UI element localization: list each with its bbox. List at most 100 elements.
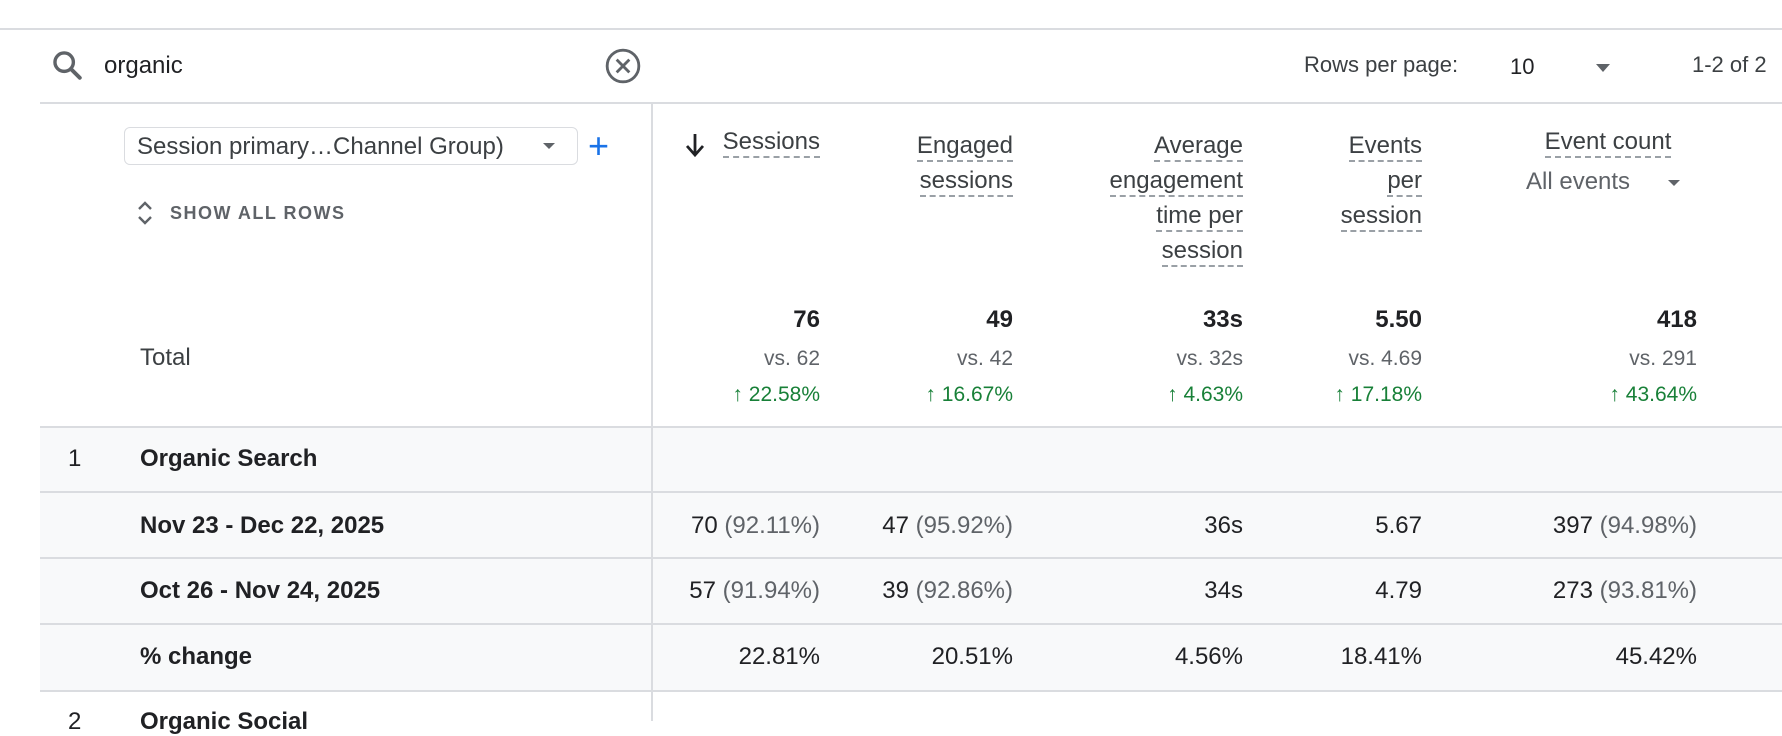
cell-sessions-share: (91.94%) [722, 577, 820, 604]
row-band-period-1 [40, 492, 1782, 558]
row-divider [40, 426, 1782, 428]
column-header-event-count[interactable]: Event count [1520, 128, 1696, 158]
total-events-per-session-change-value: 17.18% [1350, 383, 1422, 406]
cell-engaged-sessions: 47 (95.92%) [850, 512, 1013, 540]
total-events-per-session-change: ↑ 17.18% [1262, 383, 1422, 407]
arrow-up-icon: ↑ [925, 383, 936, 406]
row-divider [40, 623, 1782, 625]
arrow-up-icon: ↑ [732, 383, 743, 406]
total-sessions-change-value: 22.58% [748, 383, 820, 406]
column-header-events-per-session[interactable]: Events per session [1262, 128, 1422, 233]
row-divider [40, 557, 1782, 559]
total-event-count-change: ↑ 43.64% [1480, 383, 1697, 407]
cell-engaged-sessions-share: (92.86%) [915, 577, 1013, 604]
change-avg-engagement: 4.56% [1174, 643, 1243, 670]
cell-sessions-value: 70 [691, 512, 718, 539]
total-avg-engagement-value: 33s [1202, 306, 1243, 333]
cell-sessions: 70 (92.11%) [660, 512, 820, 540]
event-filter-select[interactable]: All events [1524, 168, 1694, 198]
cell-sessions-share: (92.11%) [724, 512, 820, 539]
column-header-label-line: engagement [1109, 167, 1243, 197]
total-engaged-sessions-change-value: 16.67% [941, 383, 1013, 406]
clear-search-icon[interactable] [604, 47, 642, 85]
column-header-sessions-label: Sessions [722, 128, 820, 158]
total-event-count-change-value: 43.64% [1625, 383, 1697, 406]
unfold-icon [138, 201, 152, 225]
column-header-label-line: session [1161, 237, 1243, 267]
arrow-up-icon: ↑ [1167, 383, 1178, 406]
column-header-label-line: sessions [919, 167, 1013, 197]
total-avg-engagement-change-value: 4.63% [1183, 383, 1243, 406]
dimension-selector[interactable]: Session primary…Channel Group) [124, 127, 578, 165]
caret-down-icon [543, 143, 555, 149]
column-header-event-count-label: Event count [1544, 128, 1672, 158]
cell-event-count: 273 (93.81%) [1480, 577, 1697, 605]
rows-per-page-label: Rows per page: [1304, 52, 1459, 77]
column-header-avg-engagement-time[interactable]: Average engagement time per session [1030, 128, 1243, 268]
event-filter-value: All events [1526, 168, 1631, 195]
cell-avg-engagement: 36s [1204, 512, 1243, 539]
total-event-count-value: 418 [1656, 306, 1697, 333]
cell-avg-engagement: 34s [1204, 577, 1243, 604]
column-divider [651, 102, 653, 721]
cell-event-count-share: (93.81%) [1599, 577, 1697, 604]
search-input-value: organic [104, 52, 183, 79]
column-header-label-line: Engaged [916, 132, 1013, 162]
column-header-engaged-sessions[interactable]: Engaged sessions [830, 128, 1013, 198]
column-header-label-line: session [1340, 202, 1422, 232]
cell-events-per-session: 5.67 [1375, 512, 1422, 539]
change-engaged-sessions: 20.51% [931, 643, 1013, 670]
total-engaged-sessions-comparison: vs. 42 [956, 347, 1013, 370]
row-dimension-name[interactable]: Organic Search [140, 445, 318, 472]
row-index: 1 [68, 445, 82, 472]
search-input[interactable]: organic [104, 52, 594, 84]
toolbar-divider [40, 102, 1782, 104]
change-events-per-session: 18.41% [1340, 643, 1422, 670]
total-sessions-value: 76 [793, 306, 820, 333]
column-header-label-line: time per [1156, 202, 1243, 232]
show-all-rows-label: SHOW ALL ROWS [170, 203, 346, 223]
change-event-count: 45.42% [1615, 643, 1697, 670]
total-engaged-sessions-change: ↑ 16.67% [850, 383, 1013, 407]
period-label: Nov 23 - Dec 22, 2025 [140, 512, 385, 539]
total-events-per-session-value: 5.50 [1375, 306, 1422, 333]
row-band-change [40, 624, 1782, 690]
cell-event-count-value: 273 [1552, 577, 1593, 604]
search-icon[interactable] [50, 48, 84, 82]
arrow-up-icon: ↑ [1609, 383, 1620, 406]
totals-label: Total [140, 344, 191, 371]
row-divider [40, 491, 1782, 493]
top-border [0, 28, 1782, 30]
cell-engaged-sessions-share: (95.92%) [915, 512, 1013, 539]
column-header-label-line: Events [1348, 132, 1422, 162]
total-avg-engagement-change: ↑ 4.63% [1060, 383, 1243, 407]
cell-engaged-sessions-value: 47 [882, 512, 909, 539]
arrow-down-icon [685, 134, 705, 158]
add-dimension-button[interactable]: + [588, 125, 610, 166]
rows-per-page-value: 10 [1510, 54, 1535, 79]
total-sessions-comparison: vs. 62 [763, 347, 820, 370]
cell-event-count: 397 (94.98%) [1480, 512, 1697, 540]
total-events-per-session-comparison: vs. 4.69 [1348, 347, 1422, 370]
caret-down-icon [1596, 64, 1610, 72]
total-event-count-comparison: vs. 291 [1629, 347, 1697, 370]
row-divider [40, 690, 1782, 692]
change-label: % change [140, 643, 253, 670]
column-header-label-line: per [1387, 167, 1422, 197]
pagination-range: 1-2 of 2 [1692, 52, 1767, 77]
row-dimension-name[interactable]: Organic Social [140, 708, 309, 735]
column-header-sessions[interactable]: Sessions [700, 128, 820, 158]
cell-engaged-sessions-value: 39 [882, 577, 909, 604]
cell-event-count-share: (94.98%) [1599, 512, 1697, 539]
arrow-up-icon: ↑ [1334, 383, 1345, 406]
cell-event-count-value: 397 [1552, 512, 1593, 539]
total-engaged-sessions-value: 49 [986, 306, 1013, 333]
dimension-selector-label: Session primary…Channel Group) [137, 133, 504, 160]
change-sessions: 22.81% [738, 643, 820, 670]
cell-sessions: 57 (91.94%) [660, 577, 820, 605]
cell-engaged-sessions: 39 (92.86%) [850, 577, 1013, 605]
cell-events-per-session: 4.79 [1375, 577, 1422, 604]
total-sessions-change: ↑ 22.58% [660, 383, 820, 407]
cell-sessions-value: 57 [689, 577, 716, 604]
rows-per-page-select[interactable]: 10 [1508, 52, 1618, 86]
